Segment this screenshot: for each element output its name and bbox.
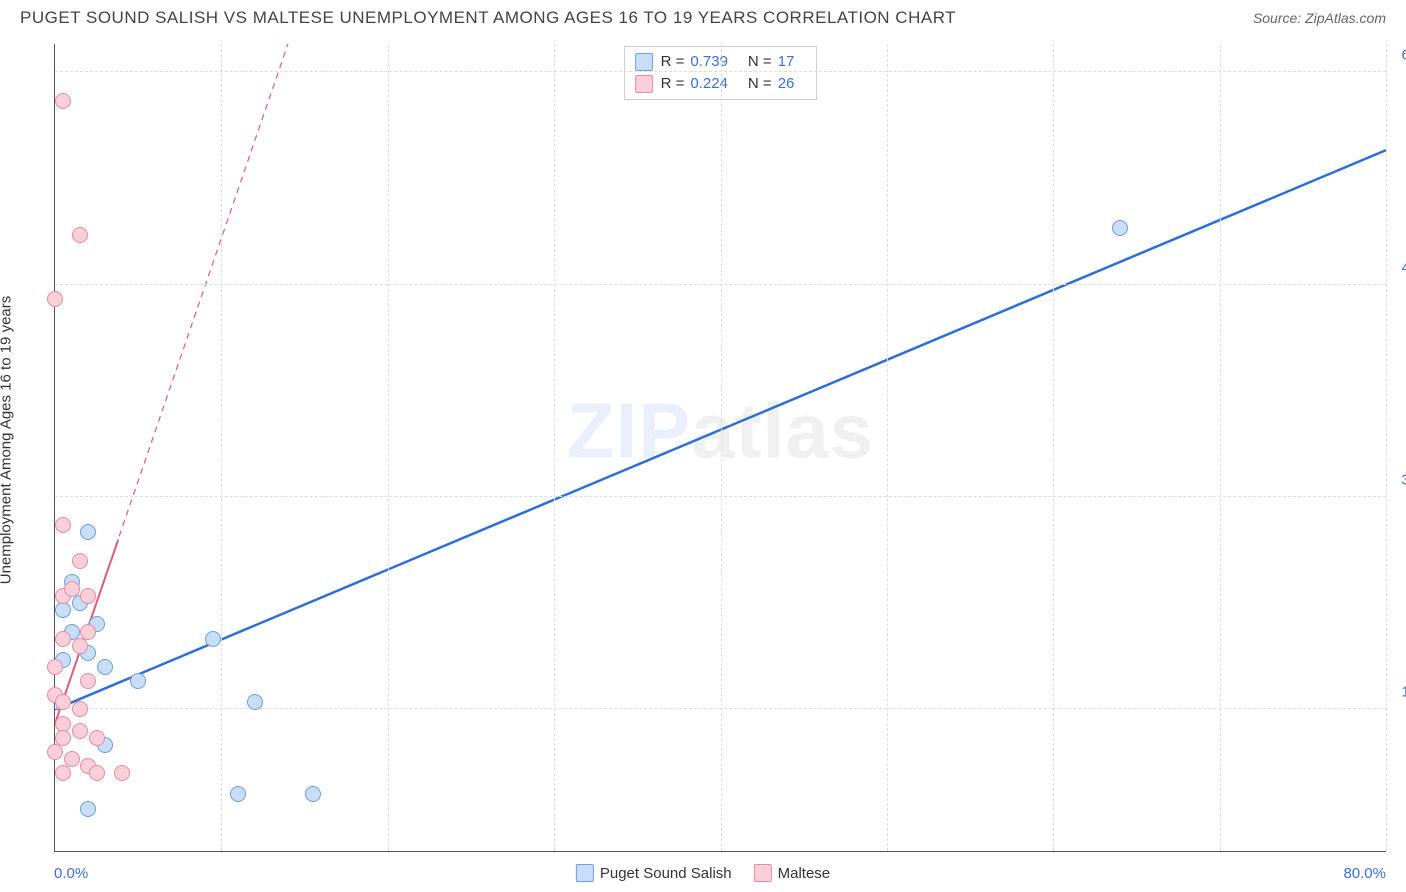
- data-point: [80, 673, 96, 689]
- x-axis-min: 0.0%: [54, 865, 88, 882]
- gridline-v: [1386, 44, 1387, 851]
- data-point: [55, 602, 71, 618]
- data-point: [114, 765, 130, 781]
- data-point: [72, 227, 88, 243]
- data-point: [64, 581, 80, 597]
- r-label: R =: [661, 51, 685, 73]
- n-value: 26: [778, 73, 795, 95]
- data-point: [72, 638, 88, 654]
- series-legend: Puget Sound Salish Maltese: [576, 864, 830, 882]
- y-tick-label: 30.0%: [1401, 472, 1406, 489]
- swatch-icon: [754, 864, 772, 882]
- data-point: [72, 723, 88, 739]
- gridline-v: [721, 44, 722, 851]
- data-point: [47, 659, 63, 675]
- y-tick-label: 45.0%: [1401, 259, 1406, 276]
- gridline-v: [1053, 44, 1054, 851]
- data-point: [80, 801, 96, 817]
- data-point: [230, 786, 246, 802]
- n-label: N =: [748, 51, 772, 73]
- gridline-v: [221, 44, 222, 851]
- data-point: [55, 730, 71, 746]
- y-axis-label: Unemployment Among Ages 16 to 19 years: [0, 296, 15, 585]
- y-tick-label: 15.0%: [1401, 684, 1406, 701]
- gridline-v: [887, 44, 888, 851]
- data-point: [64, 751, 80, 767]
- chart-area: ZIPatlas R = 0.739 N = 17 R = 0.224 N = …: [44, 44, 1386, 852]
- data-point: [47, 744, 63, 760]
- legend-item-series-1: Puget Sound Salish: [576, 864, 732, 882]
- gridline-v: [388, 44, 389, 851]
- data-point: [55, 765, 71, 781]
- source-label: Source: ZipAtlas.com: [1253, 10, 1386, 26]
- data-point: [80, 524, 96, 540]
- data-point: [1112, 220, 1128, 236]
- y-tick-label: 60.0%: [1401, 47, 1406, 64]
- data-point: [72, 553, 88, 569]
- data-point: [305, 786, 321, 802]
- swatch-icon: [635, 53, 653, 71]
- data-point: [89, 730, 105, 746]
- n-label: N =: [748, 73, 772, 95]
- data-point: [55, 694, 71, 710]
- data-point: [55, 93, 71, 109]
- data-point: [97, 659, 113, 675]
- series-name: Maltese: [778, 865, 831, 882]
- swatch-icon: [576, 864, 594, 882]
- x-axis-max: 80.0%: [1343, 865, 1386, 882]
- data-point: [47, 291, 63, 307]
- r-value: 0.739: [690, 51, 728, 73]
- watermark-atlas: atlas: [691, 387, 874, 475]
- data-point: [80, 624, 96, 640]
- swatch-icon: [635, 75, 653, 93]
- r-value: 0.224: [690, 73, 728, 95]
- chart-title: PUGET SOUND SALISH VS MALTESE UNEMPLOYME…: [20, 8, 956, 28]
- data-point: [130, 673, 146, 689]
- data-point: [89, 765, 105, 781]
- n-value: 17: [778, 51, 795, 73]
- data-point: [80, 588, 96, 604]
- data-point: [247, 694, 263, 710]
- data-point: [205, 631, 221, 647]
- legend-item-series-2: Maltese: [754, 864, 831, 882]
- data-point: [55, 631, 71, 647]
- series-name: Puget Sound Salish: [600, 865, 732, 882]
- gridline-v: [554, 44, 555, 851]
- plot-region: ZIPatlas R = 0.739 N = 17 R = 0.224 N = …: [54, 44, 1386, 852]
- r-label: R =: [661, 73, 685, 95]
- watermark-zip: ZIP: [567, 387, 691, 475]
- gridline-v: [1220, 44, 1221, 851]
- data-point: [55, 517, 71, 533]
- data-point: [72, 701, 88, 717]
